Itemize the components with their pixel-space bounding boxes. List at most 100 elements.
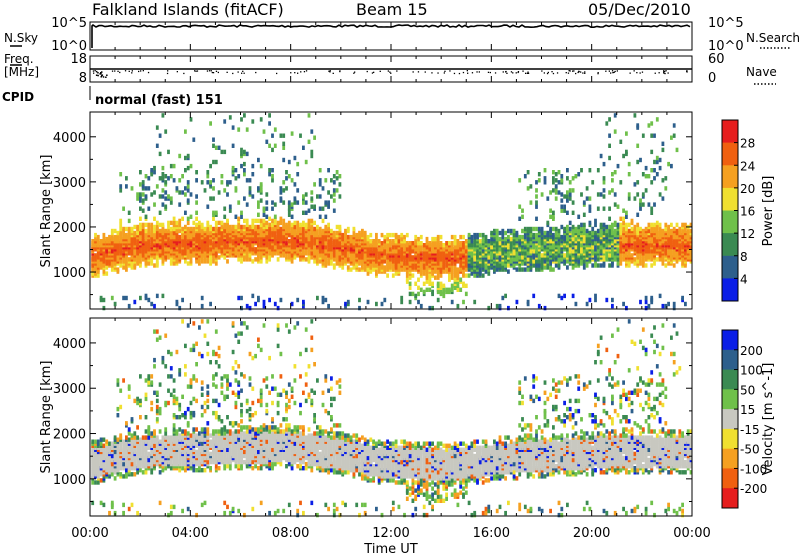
nave-dot [329,71,331,73]
power-cell [240,305,243,311]
nave-dot [665,70,667,72]
power-cell [161,222,165,228]
velocity-cell [96,439,100,444]
power-cell [639,206,642,211]
power-cell [158,176,162,181]
power-cell [650,295,654,301]
power-cell [653,176,656,181]
velocity-cell [155,445,159,450]
power-cell [234,249,238,254]
power-cell [639,257,642,262]
power-cell [580,168,583,173]
power-cell [293,245,297,250]
power-cell [543,230,547,236]
cpid-value: normal (fast) 151 [95,93,223,108]
power-cell [490,230,493,236]
power-cell [338,255,342,260]
velocity-cell [116,457,120,463]
power-cell [268,222,271,228]
power-cell [290,222,294,228]
power-cell [217,255,221,260]
power-cell [507,234,510,240]
velocity-cell [130,472,134,477]
power-cell [265,220,269,226]
velocity-heatmap-cells [91,319,693,518]
power-cell [245,151,249,157]
power-cell [195,216,198,221]
power-cell [647,228,651,234]
power-cell [450,283,454,288]
power-cell [599,192,603,197]
nave-dot [578,71,580,73]
velocity-cell [94,439,97,444]
power-cell [184,192,187,197]
nave-dot [226,71,228,73]
power-cell [650,228,654,234]
power-cell [243,218,246,224]
power-cell [318,226,322,232]
power-cell [619,139,623,144]
power-cell [335,230,339,236]
power-cell [658,293,662,299]
nave-dot [466,70,468,72]
power-cell [276,220,280,226]
freq-right-tick-bottom: 0 [708,71,716,86]
velocity-cell [150,400,154,406]
velocity-cell [133,398,137,404]
power-cell [625,214,628,219]
velocity-cell [164,333,168,338]
power-cell [543,176,547,181]
power-cell [302,194,305,199]
power-cell [206,170,210,175]
velocity-cell [147,451,151,457]
power-cell [240,214,243,219]
nave-dot [567,72,570,74]
power-cell [529,226,533,232]
nave-dot [443,72,445,74]
power-cell [206,174,210,179]
y-tick-label: 2000 [53,221,86,236]
power-cell [543,265,547,270]
power-cell [155,255,159,260]
power-cell [386,253,389,258]
velocity-cell [99,441,103,446]
power-cell [254,247,257,252]
nave-label: Nave [746,65,777,79]
power-cell [616,261,620,266]
power-cell [554,196,558,201]
power-cell [588,297,592,303]
power-cell [653,222,656,228]
power-cell [262,212,266,217]
power-cell [251,119,255,124]
power-cell [110,295,114,301]
power-cell [577,214,581,219]
power-cell [633,228,637,234]
power-cell [349,255,353,260]
power-cell [667,301,670,307]
velocity-cell [136,510,139,516]
power-cell [391,239,395,244]
power-cell [175,299,179,305]
power-cell [125,176,128,181]
power-cell [672,239,676,244]
noise-left-tick-top: 10^5 [51,16,87,31]
colorbar-swatch [722,210,738,234]
power-cell [644,174,648,179]
velocity-cell [116,382,120,387]
velocity-cell [144,392,148,397]
power-cell [139,198,142,203]
power-cell [380,245,384,250]
power-cell [619,261,623,266]
velocity-cell [133,431,137,436]
power-cell [338,182,342,187]
power-cell [588,204,592,209]
power-cell [521,234,524,240]
power-cell [169,220,173,226]
power-cell [153,303,156,309]
power-cell [644,299,648,305]
power-cell [302,299,305,305]
power-cell [552,226,555,232]
